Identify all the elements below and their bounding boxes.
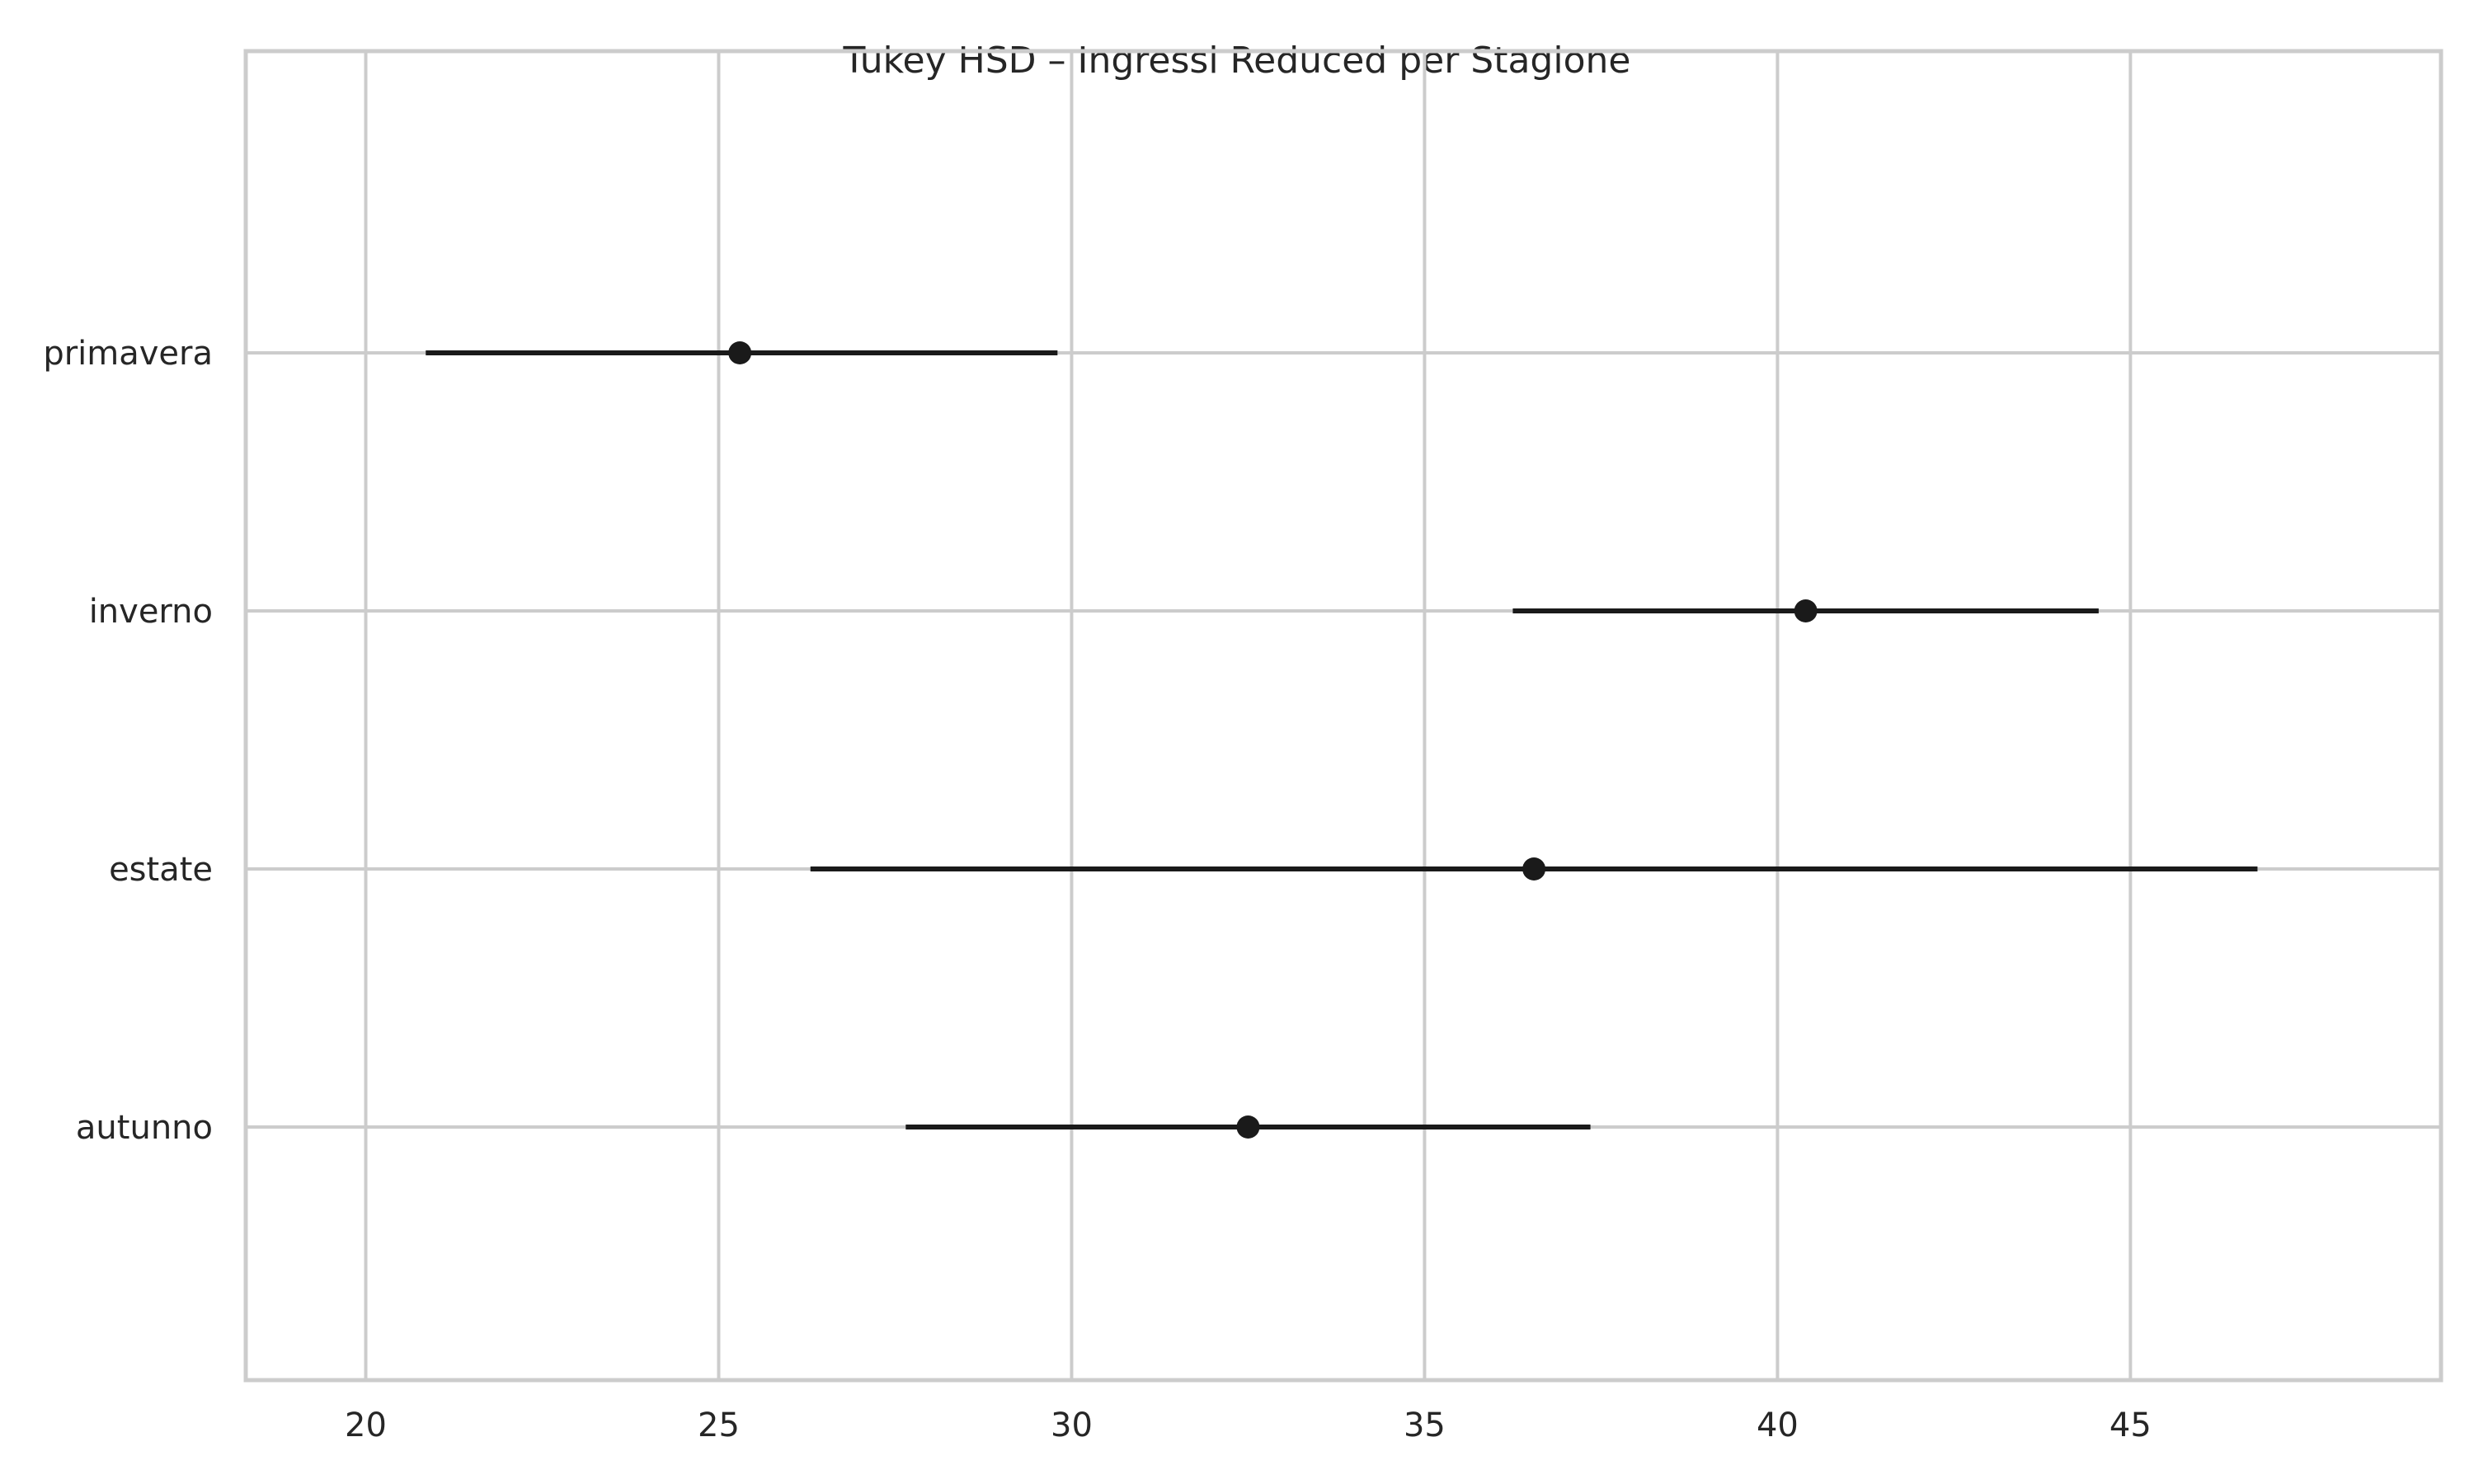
y-tick-label-inverno: inverno <box>89 593 213 631</box>
y-tick-label-estate: estate <box>109 851 213 889</box>
chart-title: Tukey HSD – Ingressi Reduced per Stagion… <box>843 40 1631 82</box>
x-tick-label-45: 45 <box>2109 1407 2152 1444</box>
x-tick-label-40: 40 <box>1757 1407 1799 1444</box>
mean-points <box>728 341 1818 1139</box>
x-tick-label-35: 35 <box>1404 1407 1446 1444</box>
x-tick-labels: 20 25 30 35 40 45 <box>345 1407 2152 1444</box>
mean-point-estate <box>1522 857 1546 881</box>
y-tick-labels: primavera inverno estate autunno <box>43 335 213 1147</box>
y-tick-label-primavera: primavera <box>43 335 213 373</box>
x-tick-label-25: 25 <box>698 1407 740 1444</box>
axes-frame <box>243 49 2443 1383</box>
mean-point-primavera <box>728 341 752 364</box>
x-grid-lines <box>364 51 2133 1380</box>
x-tick-label-30: 30 <box>1051 1407 1093 1444</box>
mean-point-inverno <box>1794 599 1818 622</box>
mean-point-autunno <box>1236 1115 1260 1139</box>
y-tick-label-autunno: autunno <box>76 1109 213 1147</box>
x-tick-label-20: 20 <box>345 1407 387 1444</box>
